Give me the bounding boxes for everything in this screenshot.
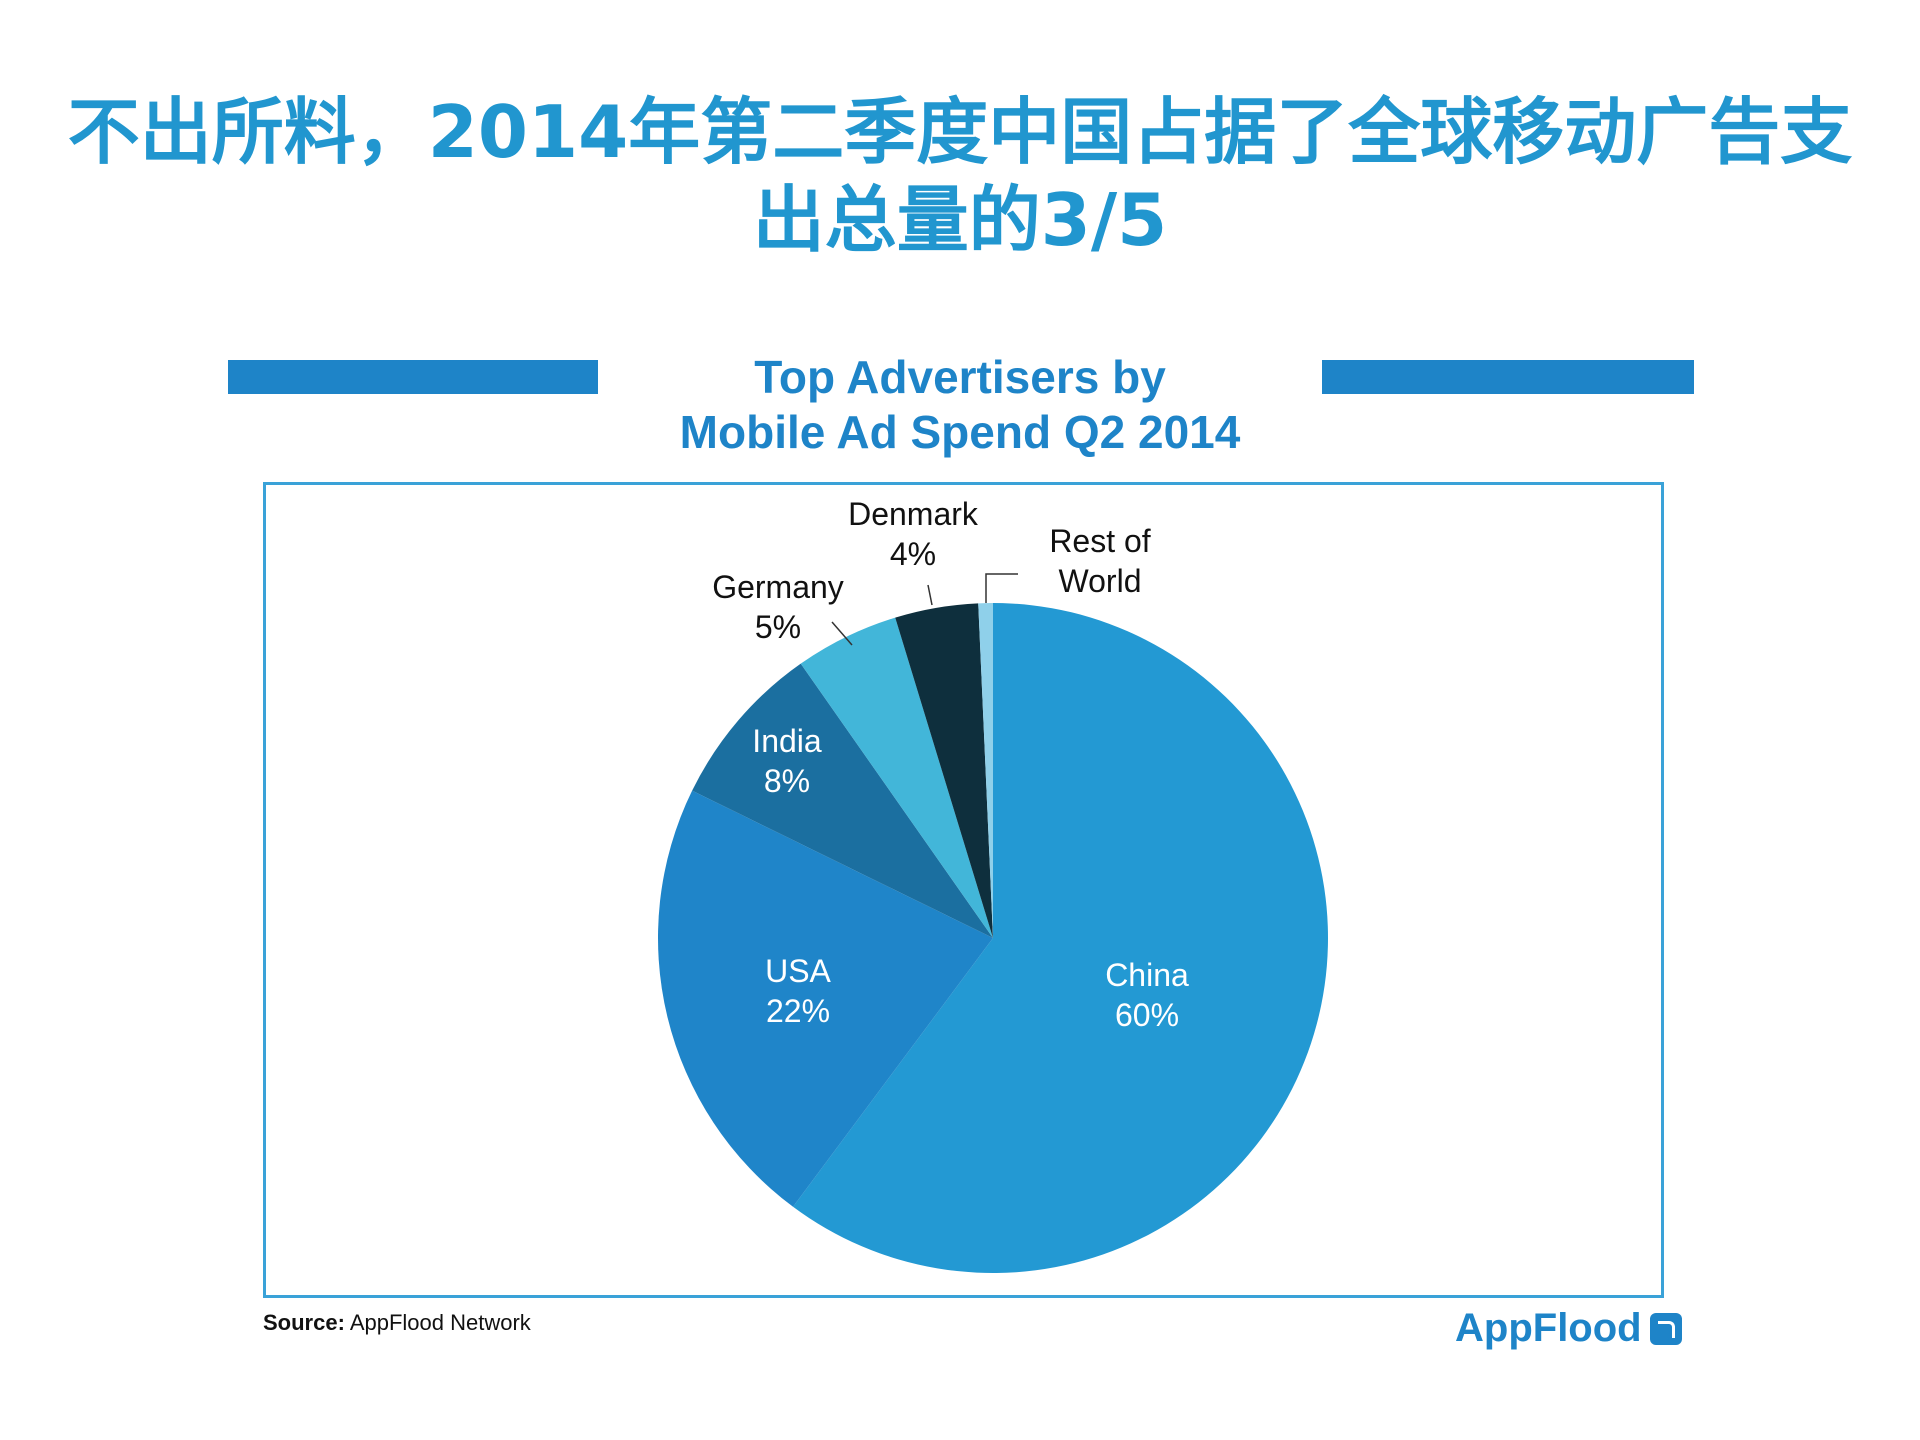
appflood-logo-icon	[1649, 1312, 1682, 1345]
chart-title-line-1: Top Advertisers by	[754, 351, 1166, 403]
source-note: Source: AppFlood Network	[263, 1310, 531, 1336]
chart-title: Top Advertisers by Mobile Ad Spend Q2 20…	[600, 350, 1320, 460]
pie-slice-china	[793, 603, 1328, 1273]
slice-label-rest-of-world: Rest of World	[1049, 523, 1150, 599]
slice-label-germany: Germany 5%	[712, 569, 844, 645]
slice-label-usa: USA 22%	[765, 953, 831, 1029]
pie-slice-usa	[657, 790, 993, 1207]
leader-line-rest-of-world	[985, 573, 1018, 603]
pie-slice-denmark	[895, 603, 993, 938]
brand-logo: AppFlood	[1455, 1306, 1682, 1351]
slice-label-china: China 60%	[1105, 957, 1189, 1033]
page-headline: 不出所料，2014年第二季度中国占据了全球移动广告支 出总量的3/5	[60, 88, 1860, 264]
pie-slice-rest-of-world	[978, 603, 993, 938]
title-bar-left	[228, 360, 598, 394]
headline-line-1: 不出所料，2014年第二季度中国占据了全球移动广告支	[67, 90, 1853, 174]
slice-label-denmark: Denmark 4%	[848, 496, 979, 572]
pie-slice-germany	[800, 617, 993, 938]
title-bar-right	[1322, 360, 1694, 394]
source-text: AppFlood Network	[349, 1310, 531, 1335]
source-prefix: Source:	[263, 1310, 345, 1335]
chart-frame	[263, 482, 1664, 1298]
leader-line-denmark	[927, 584, 933, 606]
headline-line-2: 出总量的3/5	[752, 178, 1168, 262]
brand-name: AppFlood	[1455, 1306, 1642, 1350]
chart-title-line-2: Mobile Ad Spend Q2 2014	[679, 406, 1241, 458]
slice-label-india: India 8%	[752, 723, 822, 799]
leader-line-germany	[831, 621, 853, 646]
pie-slice-india	[692, 663, 993, 938]
